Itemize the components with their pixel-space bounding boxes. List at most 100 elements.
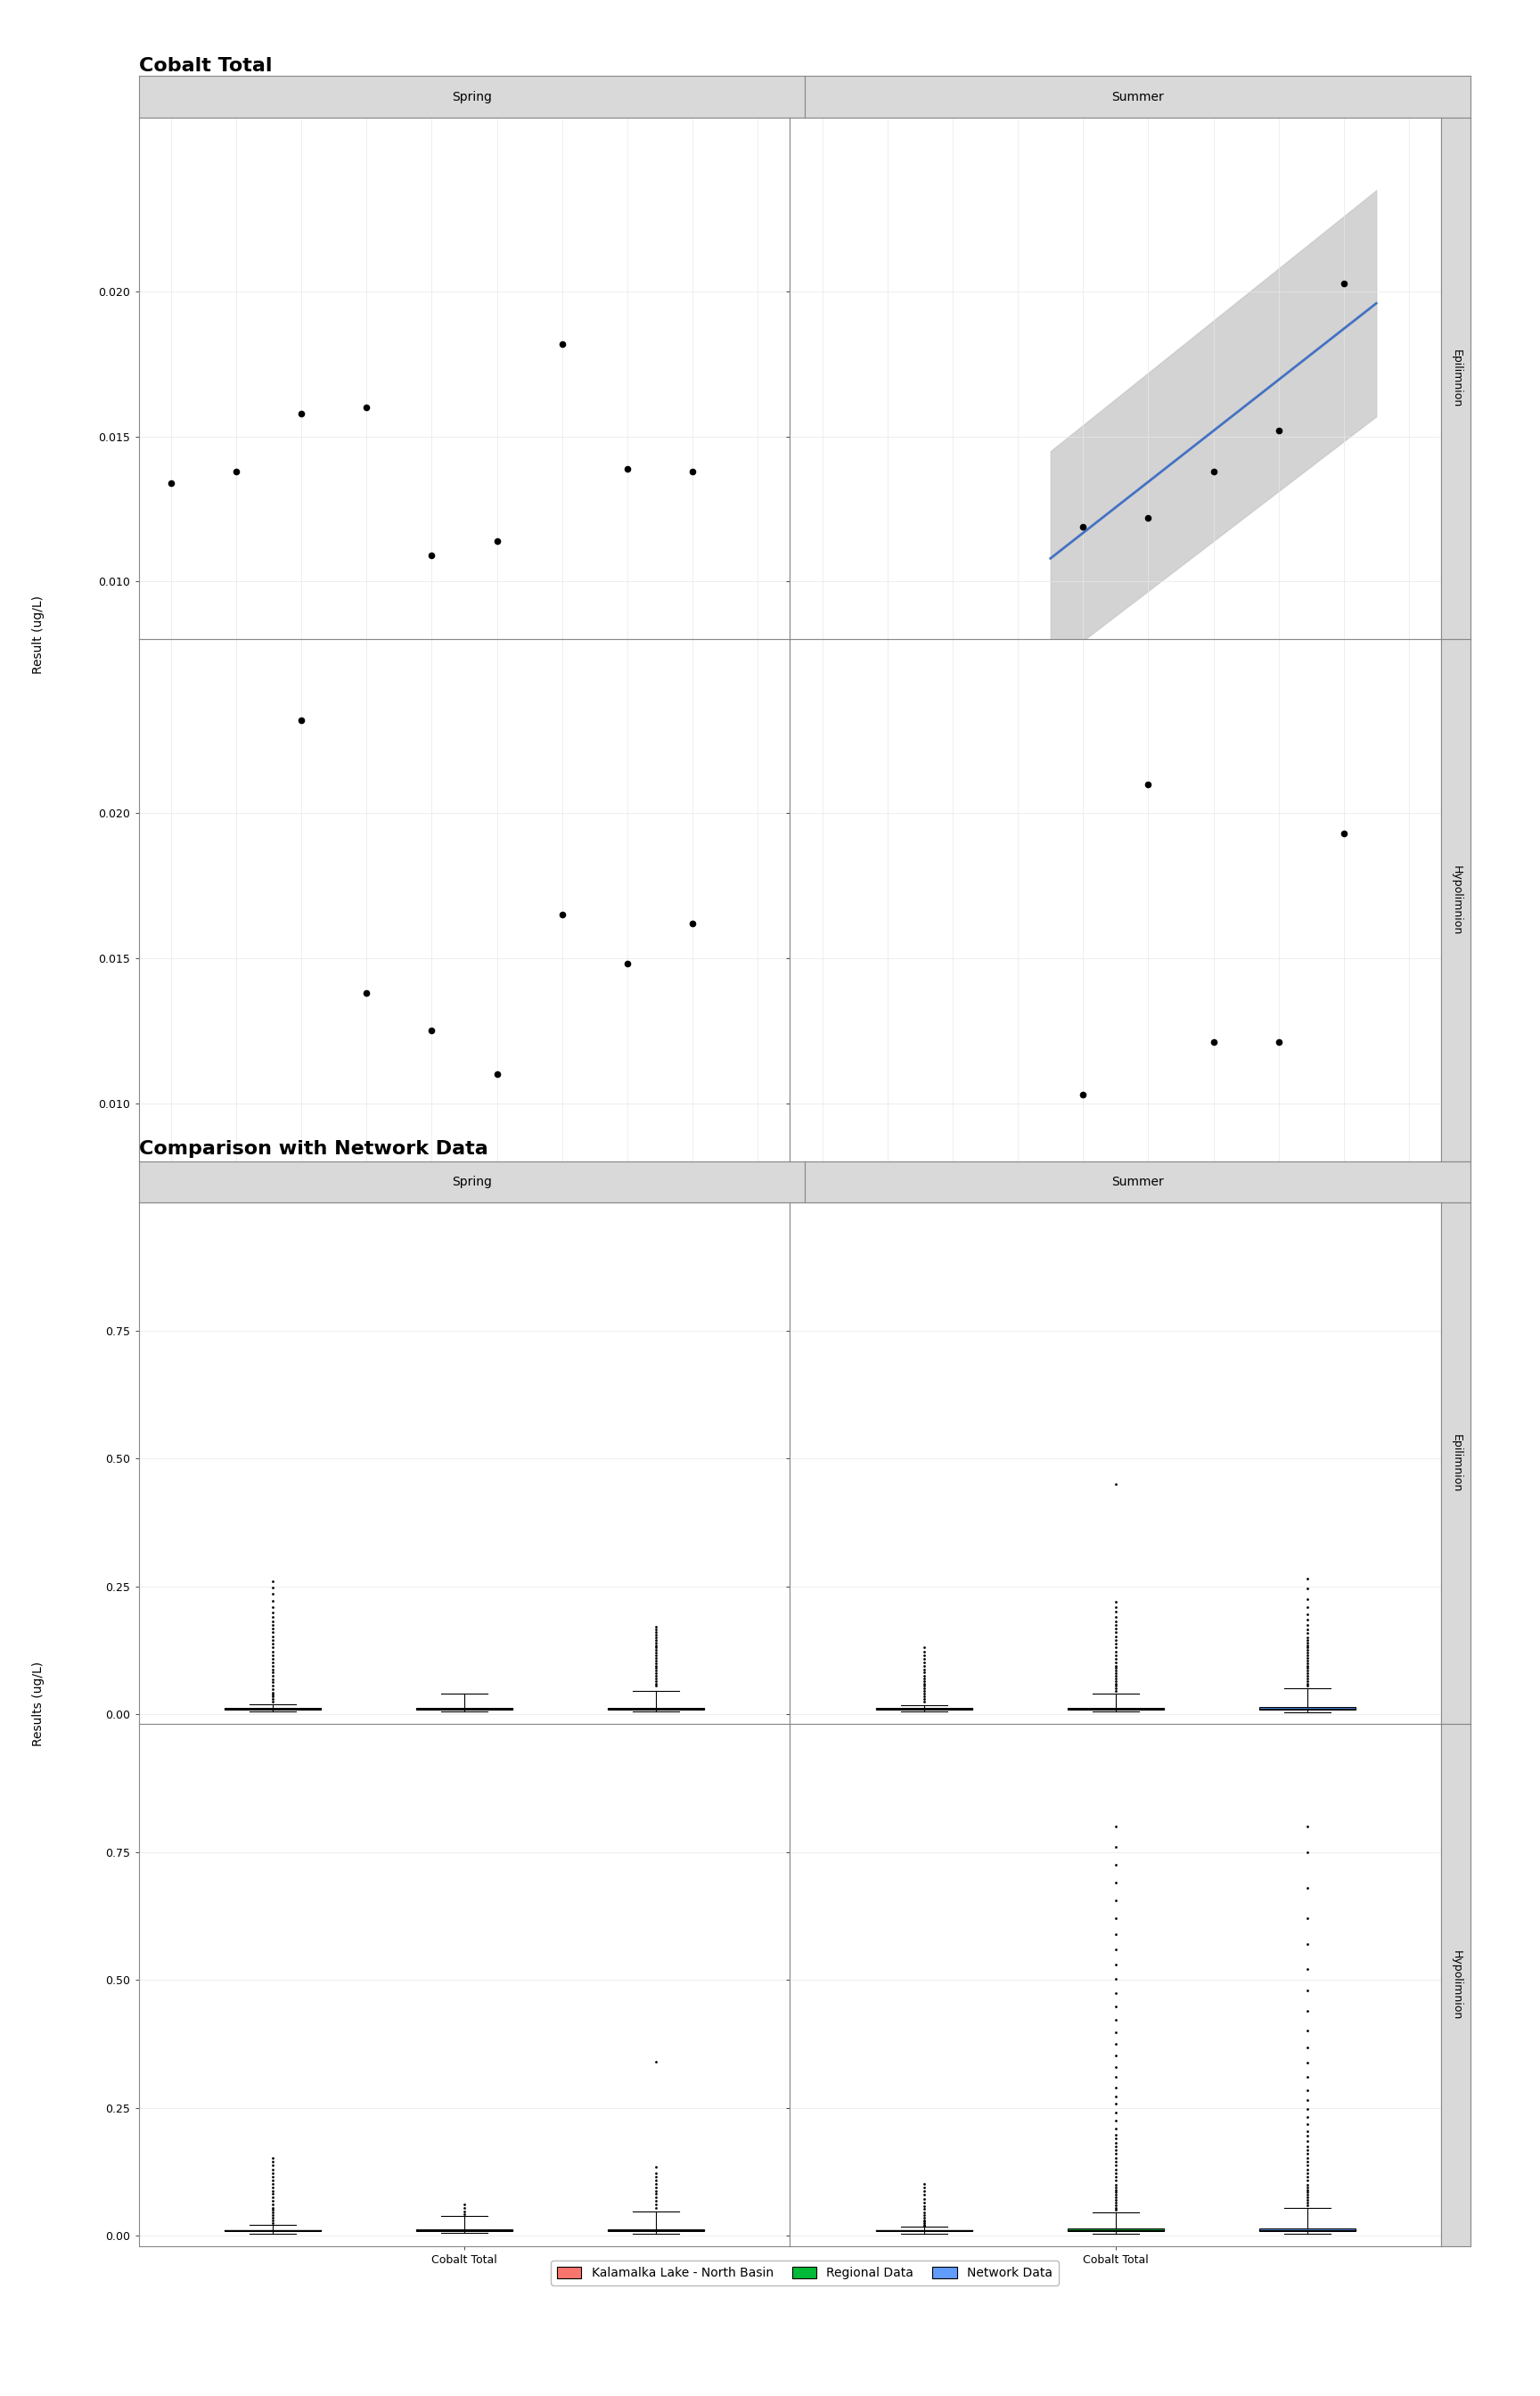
Point — [1295, 1972, 1320, 2010]
Point — [1103, 1900, 1127, 1938]
Point — [260, 1639, 285, 1677]
Point — [260, 2197, 285, 2235]
Point — [1295, 2135, 1320, 2173]
Point — [485, 522, 510, 561]
Point — [1295, 1632, 1320, 1670]
Point — [644, 1641, 668, 1680]
Point — [260, 2190, 285, 2228]
Point — [1103, 1807, 1127, 1845]
Point — [1295, 1579, 1320, 1617]
Point — [912, 2192, 936, 2231]
Point — [1103, 1931, 1127, 1970]
Point — [1295, 2130, 1320, 2168]
Point — [1103, 2094, 1127, 2132]
Point — [644, 1627, 668, 1665]
Point — [260, 2176, 285, 2214]
Point — [1103, 2190, 1127, 2228]
Point — [1103, 2128, 1127, 2166]
Point — [644, 1617, 668, 1656]
Point — [1070, 508, 1095, 546]
Point — [1103, 2013, 1127, 2051]
Point — [260, 2147, 285, 2185]
Point — [260, 2161, 285, 2200]
Point — [644, 1608, 668, 1646]
Point — [912, 2188, 936, 2226]
Point — [1295, 1665, 1320, 1704]
Point — [1295, 2149, 1320, 2188]
Point — [1103, 2001, 1127, 2039]
Point — [1295, 2154, 1320, 2192]
Point — [912, 2168, 936, 2207]
Point — [260, 1567, 285, 1605]
Point — [912, 1632, 936, 1670]
Point — [1103, 1605, 1127, 1644]
Point — [912, 1675, 936, 1713]
Point — [1295, 2171, 1320, 2209]
Point — [1295, 2123, 1320, 2161]
Text: Comparison with Network Data: Comparison with Network Data — [139, 1140, 488, 1157]
Point — [1295, 2183, 1320, 2221]
Point — [1295, 1833, 1320, 1871]
Point — [260, 1562, 285, 1601]
Point — [912, 1636, 936, 1675]
Point — [419, 1011, 444, 1049]
Point — [260, 1656, 285, 1694]
Point — [260, 1620, 285, 1658]
Point — [1103, 2147, 1127, 2185]
Point — [1295, 2142, 1320, 2180]
Point — [260, 1680, 285, 1718]
Point — [1103, 1464, 1127, 1502]
Point — [1103, 2108, 1127, 2147]
Point — [159, 465, 183, 503]
Point — [1295, 1663, 1320, 1701]
Point — [644, 1639, 668, 1677]
Point — [1295, 1869, 1320, 1907]
Point — [1295, 2128, 1320, 2166]
Point — [644, 1665, 668, 1704]
Point — [1295, 2099, 1320, 2137]
Text: Summer: Summer — [1112, 91, 1164, 103]
Point — [260, 2178, 285, 2216]
Point — [260, 1682, 285, 1720]
Point — [260, 2185, 285, 2223]
Point — [260, 1581, 285, 1620]
Point — [1295, 2058, 1320, 2096]
Point — [912, 1665, 936, 1704]
Point — [644, 2161, 668, 2200]
Point — [451, 2188, 476, 2226]
Point — [260, 2202, 285, 2240]
Point — [1103, 1610, 1127, 1648]
Point — [1103, 2185, 1127, 2223]
Point — [451, 2185, 476, 2223]
Point — [912, 2171, 936, 2209]
Point — [644, 1658, 668, 1696]
Point — [1103, 1881, 1127, 1919]
Point — [1103, 2116, 1127, 2154]
Point — [260, 1605, 285, 1644]
Point — [260, 1660, 285, 1699]
Text: Hypolimnion: Hypolimnion — [1451, 1950, 1461, 2020]
Bar — [1260, 1706, 1355, 1708]
Point — [1103, 1665, 1127, 1704]
Point — [260, 2183, 285, 2221]
Text: Cobalt Total: Cobalt Total — [139, 58, 273, 74]
Point — [1295, 1615, 1320, 1653]
Point — [260, 1651, 285, 1689]
Point — [1103, 2068, 1127, 2106]
Point — [1295, 1560, 1320, 1598]
Text: Results (ug/L): Results (ug/L) — [32, 1660, 45, 1747]
Point — [1295, 1656, 1320, 1694]
Point — [260, 1636, 285, 1675]
Point — [260, 2159, 285, 2197]
Point — [1137, 498, 1161, 537]
Point — [1295, 2010, 1320, 2049]
Point — [644, 2176, 668, 2214]
Point — [644, 2044, 668, 2082]
Point — [1266, 1023, 1291, 1061]
Point — [260, 2204, 285, 2243]
Point — [1332, 815, 1357, 853]
Point — [912, 1668, 936, 1706]
Point — [1103, 2159, 1127, 2197]
Point — [912, 2164, 936, 2202]
Point — [1103, 1845, 1127, 1883]
